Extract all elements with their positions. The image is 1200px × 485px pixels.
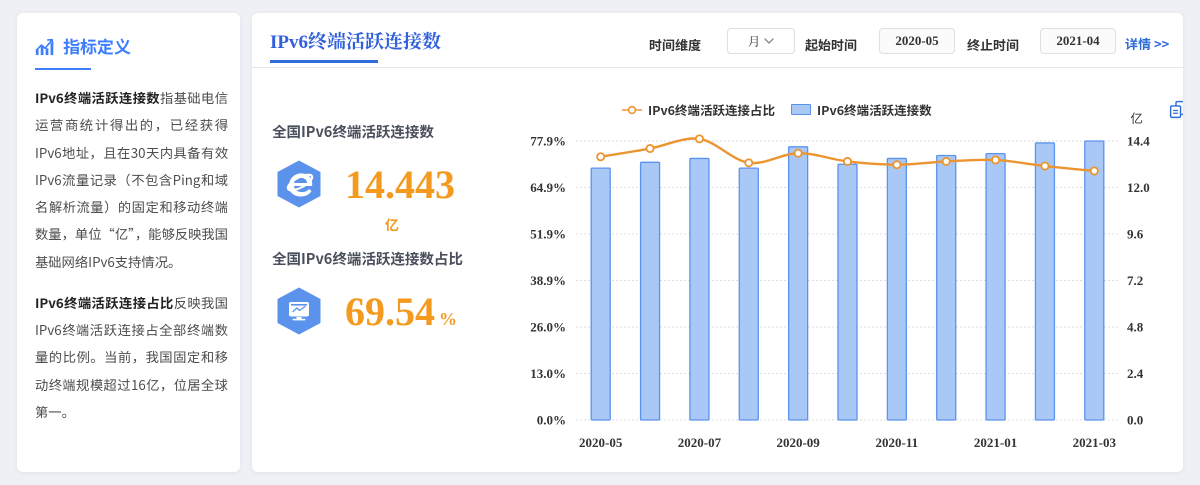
svg-text:7.2: 7.2 [1127,273,1143,288]
svg-text:26.0%: 26.0% [530,320,566,335]
svg-text:0.0: 0.0 [1127,413,1143,428]
svg-text:38.9%: 38.9% [530,273,566,288]
svg-text:2020-09: 2020-09 [776,435,820,450]
svg-text:2020-07: 2020-07 [678,435,722,450]
svg-text:2020-11: 2020-11 [876,435,919,450]
svg-text:2021-03: 2021-03 [1073,435,1117,450]
svg-text:77.9%: 77.9% [530,134,566,149]
svg-text:2.4: 2.4 [1127,366,1144,381]
svg-text:4.8: 4.8 [1127,320,1144,335]
svg-text:51.9%: 51.9% [530,227,566,242]
svg-text:9.6: 9.6 [1127,227,1144,242]
svg-text:13.0%: 13.0% [530,366,566,381]
svg-text:2021-01: 2021-01 [974,435,1017,450]
svg-text:12.0: 12.0 [1127,180,1150,195]
svg-text:0.0%: 0.0% [537,413,566,428]
svg-text:64.9%: 64.9% [530,180,566,195]
svg-text:2020-05: 2020-05 [579,435,623,450]
svg-text:14.4: 14.4 [1127,134,1150,149]
